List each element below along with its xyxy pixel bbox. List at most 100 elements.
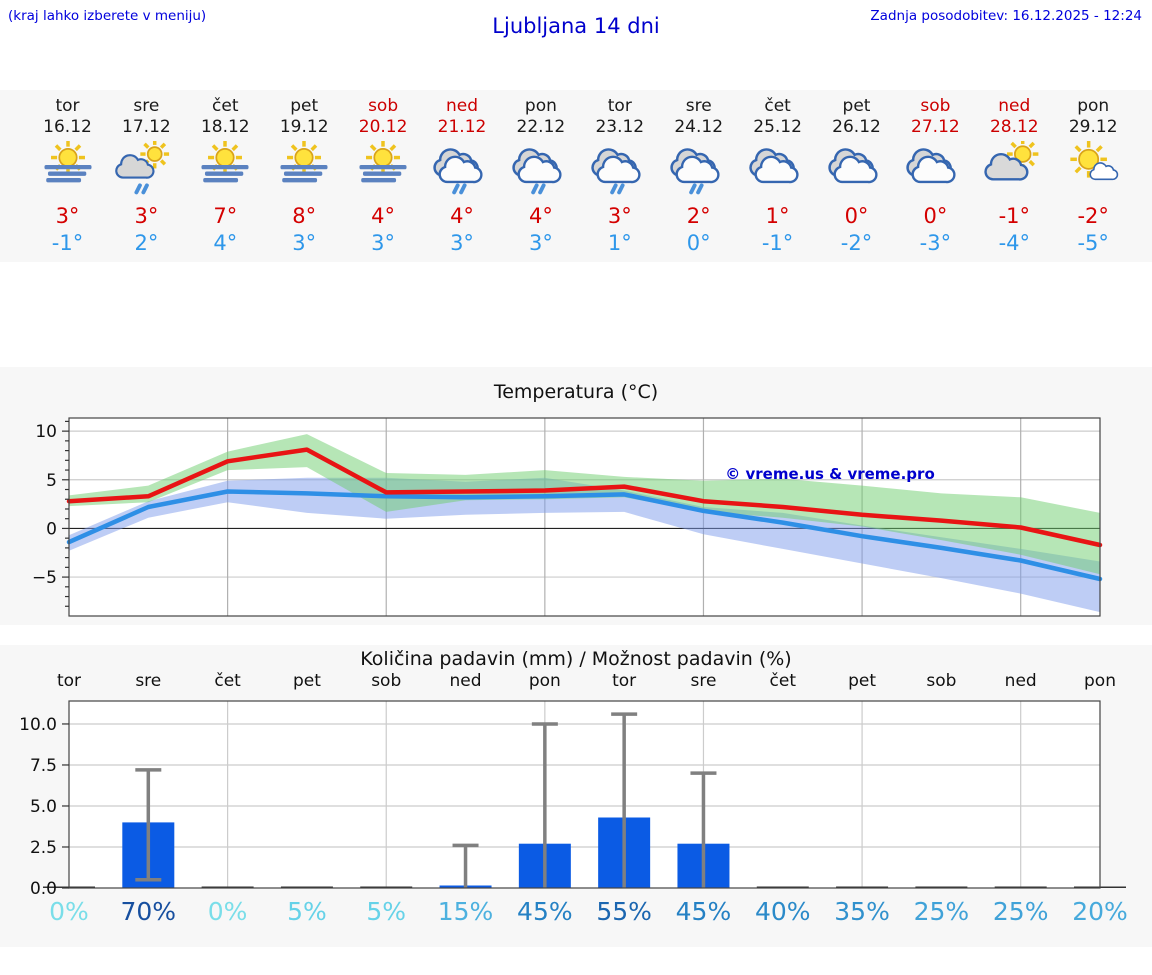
rain-cloud-icon	[501, 141, 580, 195]
day-name-label: sre	[133, 96, 160, 116]
temp-max: 3°	[607, 204, 632, 228]
rain-cloud-icon	[659, 141, 738, 195]
svg-text:10: 10	[35, 422, 57, 442]
day-name-label: sre	[685, 96, 712, 116]
temperature-chart: 10 5 0 −5	[0, 367, 1152, 625]
cloud-icon	[817, 141, 896, 195]
day-name-label: pet	[290, 96, 319, 116]
day-date-label: 18.12	[200, 117, 250, 137]
forecast-day-column: čet 18.12 7° 4°	[186, 96, 265, 256]
temp-max: 0°	[844, 204, 869, 228]
precip-day-label: čet	[769, 671, 796, 691]
day-date-label: 25.12	[753, 117, 802, 137]
day-name-label: ned	[998, 96, 1031, 116]
day-name-label: tor	[607, 96, 632, 116]
precip-probability-label: 55%	[596, 897, 652, 926]
precip-day-label: sob	[371, 671, 402, 691]
sun-fog-icon	[28, 140, 107, 195]
last-update-label: Zadnja posodobitev: 16.12.2025 - 12:24	[870, 8, 1142, 24]
sun-rain-icon	[107, 139, 186, 195]
forecast-day-column: sob 20.12 4° 3°	[344, 96, 423, 256]
precip-probability-label: 25%	[913, 897, 970, 926]
precip-probability-label: 0%	[49, 897, 89, 926]
temp-max: 4°	[528, 204, 553, 228]
forecast-day-column: sob 27.12 0° -3°	[896, 96, 975, 256]
rain-cloud-icon	[423, 141, 502, 195]
forecast-day-column: ned 28.12 -1° -4°	[975, 96, 1054, 256]
temp-max: 2°	[686, 204, 711, 228]
rain-cloud-icon	[580, 141, 659, 195]
forecast-day-column: pon 22.12 4° 3°	[501, 96, 580, 256]
day-name-label: tor	[55, 96, 80, 116]
temp-min: -5°	[1077, 231, 1109, 255]
precip-probability-label: 5%	[366, 897, 407, 926]
day-date-label: 23.12	[595, 117, 645, 137]
page-title: Ljubljana 14 dni	[492, 14, 660, 38]
day-date-label: 26.12	[832, 117, 881, 137]
precip-day-label: pon	[1084, 671, 1116, 691]
precipitation-chart-title: Količina padavin (mm) / Možnost padavin …	[360, 648, 792, 670]
day-name-label: čet	[212, 96, 239, 116]
svg-text:0.0: 0.0	[30, 879, 57, 899]
temp-min: 2°	[134, 231, 159, 255]
precip-day-label: ned	[449, 671, 482, 691]
sun-fog-icon	[265, 140, 344, 195]
temp-max: -1°	[998, 204, 1031, 228]
temp-min: -3°	[919, 231, 952, 255]
sun-fog-icon	[186, 140, 265, 195]
day-name-label: pon	[524, 96, 557, 116]
day-name-label: sob	[920, 96, 951, 116]
temp-min: 4°	[213, 231, 238, 255]
forecast-day-column: tor 23.12 3° 1°	[580, 96, 659, 256]
temp-min: 3°	[450, 231, 474, 255]
svg-text:5: 5	[46, 471, 57, 491]
temp-max: 8°	[292, 204, 317, 228]
forecast-day-column: tor 16.12 3° -1°	[28, 96, 107, 256]
precip-day-label: sob	[926, 671, 957, 691]
precip-day-label: pet	[848, 671, 877, 691]
precip-probability-label: 0%	[207, 897, 248, 926]
precip-day-label: čet	[214, 671, 241, 691]
precip-probability-label: 5%	[287, 897, 327, 926]
temp-min: 3°	[292, 231, 317, 255]
precip-probability-label: 40%	[754, 897, 811, 926]
day-name-label: ned	[445, 96, 479, 116]
day-date-label: 29.12	[1068, 117, 1118, 137]
temp-min: -2°	[840, 231, 873, 255]
forecast-day-column: čet 25.12 1° -1°	[738, 96, 817, 256]
day-date-label: 16.12	[43, 117, 92, 137]
temp-max: -2°	[1077, 204, 1109, 228]
svg-text:−5: −5	[32, 568, 57, 588]
day-date-label: 21.12	[437, 117, 487, 137]
day-date-label: 24.12	[674, 117, 724, 137]
day-name-label: čet	[764, 96, 791, 116]
temp-max: 3°	[55, 204, 80, 228]
forecast-day-column: pet 26.12 0° -2°	[817, 96, 896, 256]
temp-min: -4°	[998, 231, 1031, 255]
temp-min: -1°	[761, 231, 794, 255]
day-date-label: 27.12	[911, 117, 960, 137]
temperature-figure: 10 5 0 −5 Temperatura (°C) © vreme.us & vre…	[0, 367, 1152, 625]
day-name-label: pet	[842, 96, 871, 116]
precip-day-label: pet	[292, 671, 321, 691]
precip-day-label: ned	[1004, 671, 1037, 691]
svg-text:5.0: 5.0	[30, 797, 57, 817]
temp-max: 1°	[765, 204, 790, 228]
precip-probability-label: 45%	[675, 897, 732, 926]
sun-fog-icon	[344, 140, 423, 195]
precipitation-figure: 0.0 2.5 5.0 7.5 10.0 Količina padavin (mm) /…	[0, 645, 1152, 947]
svg-text:10.0: 10.0	[19, 715, 57, 735]
svg-text:2.5: 2.5	[30, 838, 57, 858]
temp-min: 1°	[607, 231, 632, 255]
day-date-label: 28.12	[989, 117, 1039, 137]
temp-max: 4°	[371, 204, 396, 228]
precip-day-label: tor	[612, 671, 637, 691]
cloud-icon	[738, 141, 817, 195]
precip-day-label: sre	[690, 671, 717, 691]
temp-max: 7°	[213, 204, 238, 228]
precip-probability-label: 45%	[517, 897, 573, 926]
cloud-icon	[896, 141, 975, 195]
forecast-day-strip: tor 16.12 3° -1° sre 17.12 3° 2° čet 18.12 7° 4° pet…	[0, 90, 1152, 262]
precip-day-label: tor	[56, 671, 82, 691]
location-menu-hint: (kraj lahko izberete v meniju)	[8, 8, 207, 24]
